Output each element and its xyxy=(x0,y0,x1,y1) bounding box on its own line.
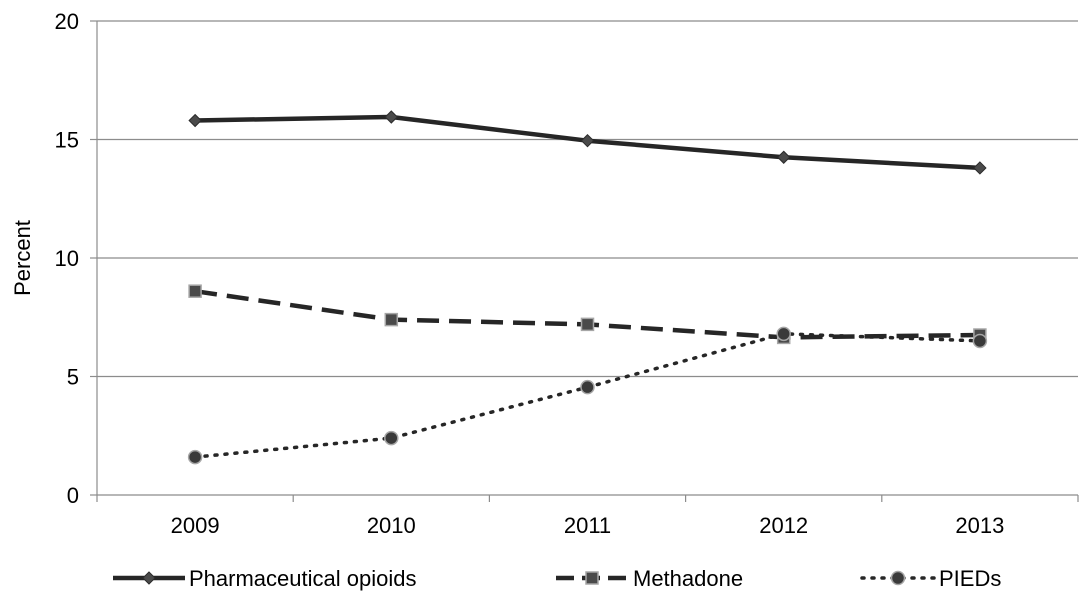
y-tick-label-0: 0 xyxy=(67,483,79,508)
data-point-1-2010 xyxy=(384,312,399,327)
x-tick-label-2011: 2011 xyxy=(564,513,611,538)
legend-marker-1 xyxy=(585,571,599,585)
data-point-1-2009 xyxy=(188,284,202,298)
legend: Pharmaceutical opioids Methadone PIEDs xyxy=(113,566,1001,591)
x-tick-labels: 2009 2010 2011 2012 2013 xyxy=(171,513,1005,538)
legend-marker-0 xyxy=(142,571,156,585)
series-lines xyxy=(187,110,988,465)
series-line-2 xyxy=(193,332,982,459)
data-point-0-2013 xyxy=(973,161,987,175)
legend-label-1: Methadone xyxy=(633,566,743,591)
data-point-2-2012 xyxy=(776,326,791,342)
data-point-2-2011 xyxy=(580,379,595,395)
data-point-2-2013 xyxy=(972,333,988,349)
x-tick-label-2013: 2013 xyxy=(955,513,1004,538)
legend-label-2: PIEDs xyxy=(939,566,1001,591)
y-tick-label-15: 15 xyxy=(55,128,79,153)
y-tick-label-10: 10 xyxy=(55,246,79,271)
data-point-0-2012 xyxy=(776,150,791,164)
data-point-0-2009 xyxy=(188,113,202,128)
data-point-2-2009 xyxy=(187,449,203,465)
x-tick-label-2009: 2009 xyxy=(171,513,220,538)
data-point-0-2011 xyxy=(580,133,595,148)
y-axis-title: Percent xyxy=(10,220,35,296)
y-tick-label-20: 20 xyxy=(55,9,79,34)
data-point-0-2010 xyxy=(384,110,399,124)
legend-label-0: Pharmaceutical opioids xyxy=(189,566,416,591)
axes xyxy=(90,20,1079,502)
data-point-2-2010 xyxy=(384,430,399,446)
y-tick-label-5: 5 xyxy=(67,365,79,390)
legend-marker-2 xyxy=(890,570,906,586)
y-tick-labels: 0 5 10 15 20 xyxy=(55,9,79,508)
x-tick-label-2012: 2012 xyxy=(759,513,808,538)
x-tick-label-2010: 2010 xyxy=(367,513,416,538)
data-point-1-2011 xyxy=(580,317,595,332)
